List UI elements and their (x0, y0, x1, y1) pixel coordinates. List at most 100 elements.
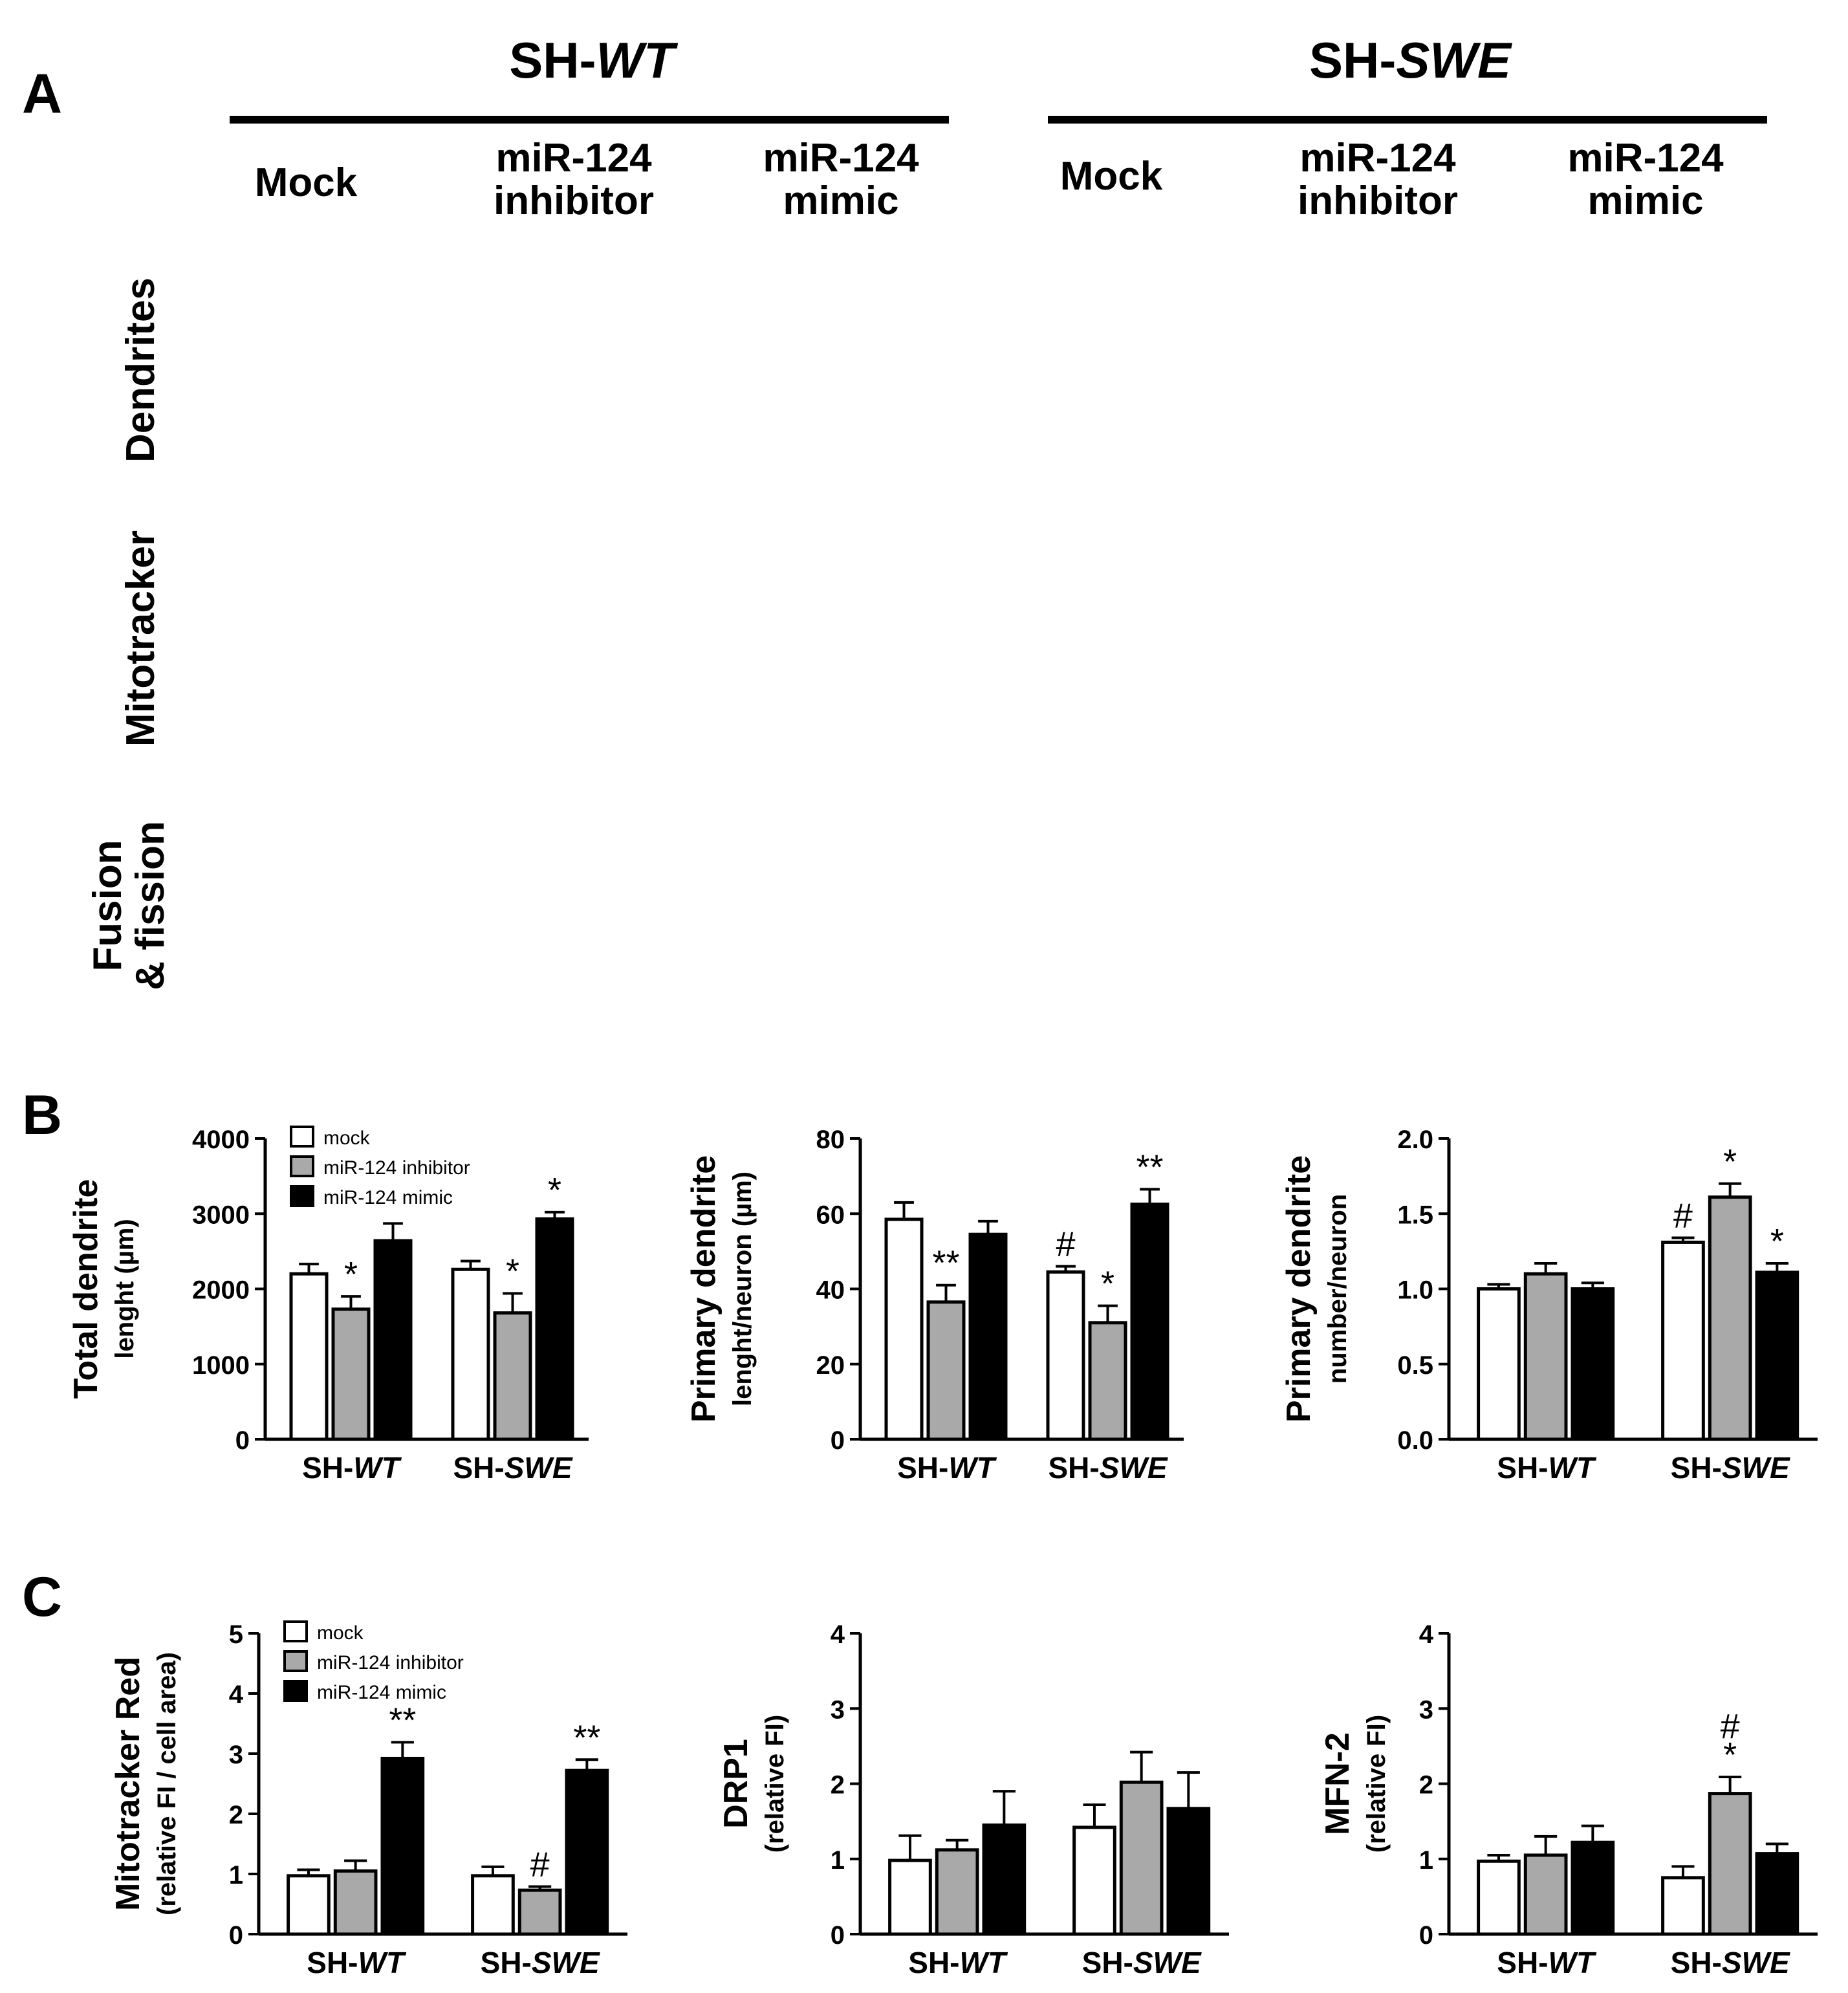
y-tick-label: 1.5 (1397, 1201, 1433, 1229)
bar-chart-0: 0 1000 2000 3000 4000 Total dendrite lenght (µ… (67, 1126, 589, 1485)
legend-label: miR-124 mimic (317, 1682, 446, 1703)
bar-chart-3: 0 1 2 3 4 5 Mitotracker Red (relative FI / cell… (109, 1620, 627, 1979)
group-bar-wt (230, 116, 949, 124)
group-title-swe: SH-SWE (1309, 32, 1511, 89)
y-tick-label: 4 (1419, 1620, 1434, 1649)
legend-swatch (283, 1680, 308, 1702)
y-tick-label: 2 (1419, 1771, 1433, 1800)
y-tick-label: 0.5 (1397, 1351, 1433, 1380)
bar (982, 1823, 1027, 1936)
y-axis-sublabel: (relative FI / cell area) (153, 1652, 181, 1915)
bar-chart-2: 0.0 0.5 1.0 1.5 2.0 Primary dendrite number/ne… (1280, 1126, 1818, 1485)
legend: mock miR-124 inhibitor miR-124 mimic (283, 1620, 464, 1703)
significance-mark: ** (389, 1701, 416, 1739)
y-tick-label: 1 (831, 1846, 845, 1875)
column-title-5: miR-124 mimic (1567, 136, 1724, 223)
y-axis-sublabel: (relative FI) (1362, 1715, 1391, 1853)
legend-swatch (283, 1620, 308, 1642)
legend-label: miR-124 inhibitor (317, 1652, 464, 1673)
panel-label-b: B (22, 1084, 63, 1146)
significance-mark: ** (573, 1718, 600, 1757)
bar (1661, 1876, 1705, 1936)
x-tick-label: SH-WT (897, 1451, 997, 1485)
y-axis-label: MFN-2 (1319, 1732, 1356, 1835)
bar (1477, 1859, 1521, 1936)
y-tick-label: 60 (816, 1201, 845, 1229)
bar (1755, 1852, 1799, 1936)
x-tick-label: SH-WT (908, 1946, 1008, 1979)
significance-mark: * (1723, 1736, 1737, 1774)
bar (331, 1307, 371, 1441)
legend-label: mock (323, 1127, 371, 1149)
column-title-3: Mock (1060, 154, 1163, 199)
legend-label: miR-124 inhibitor (323, 1157, 470, 1179)
y-tick-label: 2000 (192, 1276, 250, 1305)
x-tick-label: SH-SWE (481, 1946, 600, 1979)
bar (1130, 1203, 1169, 1441)
significance-mark: # (1673, 1196, 1693, 1235)
significance-mark: # (1721, 1707, 1740, 1746)
y-tick-label: 1000 (192, 1351, 250, 1380)
legend: mock miR-124 inhibitor miR-124 mimic (290, 1126, 470, 1208)
group-title-wt: SH-WT (509, 32, 675, 89)
y-tick-label: 0 (831, 1921, 845, 1950)
significance-mark: * (548, 1171, 561, 1210)
x-tick-label: SH-WT (302, 1451, 402, 1485)
y-tick-label: 3 (1419, 1695, 1433, 1724)
significance-mark: ** (1136, 1148, 1163, 1186)
significance-mark: * (506, 1252, 519, 1291)
x-tick-label: SH-WT (1497, 1451, 1597, 1485)
x-tick-label: SH-SWE (1671, 1451, 1790, 1485)
bar-chart-5: 0 1 2 3 4 MFN-2 (relative FI) SH-WT #* SH-SWE (1319, 1620, 1818, 1979)
y-tick-label: 40 (816, 1276, 845, 1305)
significance-mark: * (344, 1255, 358, 1294)
bar (1166, 1807, 1211, 1936)
bar (1755, 1270, 1799, 1441)
y-tick-label: 3000 (192, 1201, 250, 1229)
significance-mark: * (1101, 1265, 1114, 1303)
group-bar-swe (1048, 116, 1767, 124)
y-tick-label: 1 (1419, 1846, 1433, 1875)
y-tick-label: 20 (816, 1351, 845, 1380)
y-tick-label: 0 (1419, 1921, 1433, 1950)
y-tick-label: 0.0 (1397, 1426, 1433, 1455)
legend-label: mock (317, 1622, 364, 1644)
y-axis-label: Total dendrite (67, 1179, 105, 1399)
bar (493, 1311, 532, 1441)
bar (451, 1267, 490, 1441)
bar (1571, 1840, 1615, 1936)
bar (1523, 1853, 1568, 1936)
y-axis-label: Primary dendrite (685, 1155, 723, 1422)
x-tick-label: SH-SWE (1671, 1946, 1790, 1979)
y-tick-label: 5 (229, 1620, 243, 1649)
significance-mark: * (1723, 1142, 1737, 1181)
bar (926, 1300, 966, 1441)
y-axis-sublabel: (relative FI) (761, 1715, 789, 1853)
bar (968, 1232, 1008, 1441)
y-tick-label: 4000 (192, 1126, 250, 1154)
bar (1523, 1272, 1568, 1441)
significance-mark: * (1770, 1222, 1784, 1261)
y-tick-label: 0 (831, 1426, 845, 1455)
x-tick-label: SH-WT (1497, 1946, 1597, 1979)
y-tick-label: 3 (831, 1695, 845, 1724)
y-tick-label: 80 (816, 1126, 845, 1154)
bar (333, 1869, 378, 1936)
y-tick-label: 1.0 (1397, 1276, 1433, 1305)
y-tick-label: 0 (229, 1921, 243, 1950)
bar (1661, 1240, 1705, 1441)
panel-label-c: C (22, 1566, 63, 1628)
y-axis-sublabel: lenght (µm) (111, 1219, 139, 1358)
bar (1072, 1825, 1116, 1936)
y-axis-label: DRP1 (717, 1739, 755, 1829)
column-title-4: miR-124 inhibitor (1298, 136, 1458, 223)
y-tick-label: 3 (229, 1741, 243, 1769)
legend-label: miR-124 mimic (323, 1187, 453, 1208)
x-tick-label: SH-SWE (1048, 1451, 1168, 1485)
y-axis-label: Primary dendrite (1280, 1155, 1318, 1422)
x-tick-label: SH-WT (307, 1946, 407, 1979)
x-tick-label: SH-SWE (1082, 1946, 1202, 1979)
bar (1708, 1195, 1752, 1441)
bar (1088, 1321, 1127, 1441)
